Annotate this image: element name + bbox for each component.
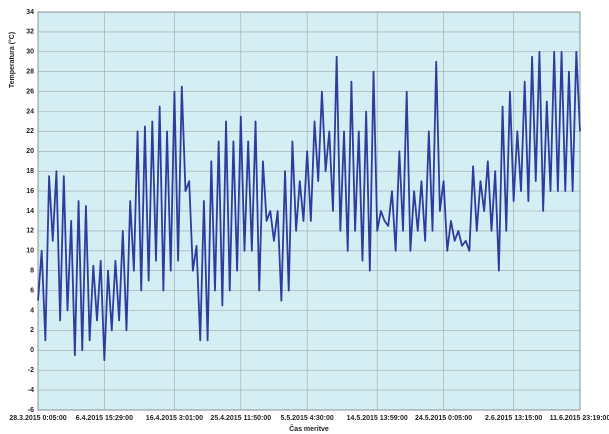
y-tick-label: -6: [28, 407, 34, 414]
x-tick-label: 2.6.2015 13:15:00: [485, 415, 542, 422]
y-tick-label: -4: [28, 387, 34, 394]
y-tick-label: 16: [26, 188, 34, 195]
x-axis-title: Čas meritve: [289, 424, 329, 433]
y-tick-label: 34: [26, 9, 34, 16]
y-tick-label: 18: [26, 168, 34, 175]
y-tick-label: 28: [26, 69, 34, 76]
x-tick-label: 16.4.2015 3:01:00: [146, 415, 203, 422]
line: [37, 50, 581, 362]
x-tick-label: 6.4.2015 15:29:00: [76, 415, 133, 422]
y-tick-label: 4: [30, 307, 34, 314]
x-tick-label: 14.5.2015 13:59:00: [347, 415, 408, 422]
y-tick-label: 26: [26, 88, 34, 95]
y-tick-label: 32: [26, 29, 34, 36]
x-tick-label: 11.6.2015 23:19:00: [550, 415, 609, 422]
x-tick-label: 24.5.2015 0:05:00: [415, 415, 472, 422]
y-tick-label: -2: [28, 367, 34, 374]
y-tick-label: 20: [26, 148, 34, 155]
y-tick-label: 30: [26, 49, 34, 56]
y-tick-label: 10: [26, 248, 34, 255]
y-tick-label: 0: [30, 347, 34, 354]
x-tick-label: 5.5.2015 4:30:00: [280, 415, 333, 422]
x-tick-label: 25.4.2015 11:50:00: [210, 415, 271, 422]
y-tick-label: 24: [26, 108, 34, 115]
y-tick-label: 12: [26, 228, 34, 235]
x-tick-label: 28.3.2015 0:05:00: [9, 415, 66, 422]
y-tick-label: 2: [30, 327, 34, 334]
y-tick-label: 14: [26, 208, 34, 215]
y-axis-title: Temperatura (°C): [8, 32, 16, 88]
y-tick-label: 8: [30, 268, 34, 275]
y-tick-label: 22: [26, 128, 34, 135]
y-tick-label: 6: [30, 287, 34, 294]
